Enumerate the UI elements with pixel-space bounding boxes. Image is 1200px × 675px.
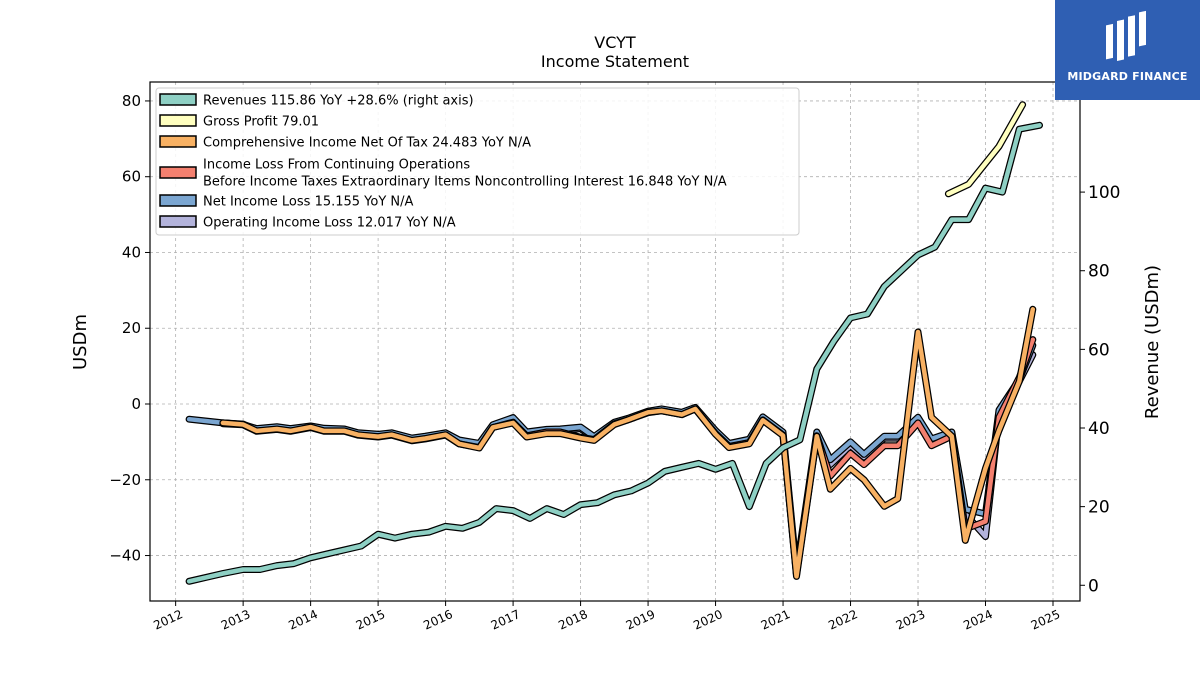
legend: Revenues 115.86 YoY +28.6% (right axis) G… (155, 87, 800, 236)
x-tick-label: 2016 (421, 607, 455, 633)
y-tick-label-left: 40 (122, 243, 141, 261)
y-tick-label-right: 20 (1088, 498, 1110, 518)
y-tick-label-right: 60 (1088, 340, 1110, 360)
x-tick-label: 2020 (691, 607, 725, 633)
legend-label-comp: Comprehensive Income Net Of Tax 24.483 Y… (203, 136, 531, 151)
series-line-comp (220, 307, 1036, 579)
x-tick-label: 2023 (894, 607, 928, 633)
y-tick-label-right: 0 (1088, 576, 1099, 596)
legend-swatch-net (159, 194, 197, 207)
y-tick-label-left: 80 (122, 92, 141, 110)
legend-label-net: Net Income Loss 15.155 YoY N/A (203, 195, 414, 210)
logo-text: MIDGARD FINANCE (1067, 70, 1188, 83)
x-tick-label: 2022 (826, 607, 860, 633)
legend-swatch-pretax (159, 166, 197, 179)
chart-subtitle: Income Statement (541, 52, 689, 71)
legend-swatch-op (159, 215, 197, 228)
legend-swatch-gp (159, 114, 197, 127)
y-tick-label-left: −40 (109, 547, 141, 565)
legend-swatch-comp (159, 135, 197, 148)
y-axis-right-label: Revenue (USDm) (1142, 265, 1163, 419)
series-line-rev (186, 123, 1042, 584)
legend-label-pretax: Before Income Taxes Extraordinary Items … (203, 175, 727, 190)
x-tick-label: 2018 (556, 607, 590, 633)
y-tick-label-right: 40 (1088, 419, 1110, 439)
y-tick-label-left: −20 (109, 471, 141, 489)
y-tick-label-left: 60 (122, 168, 141, 186)
x-tick-label: 2024 (961, 607, 995, 633)
legend-swatch-rev (159, 93, 197, 106)
x-axis: 2012 2013 2014 2015 2016 2017 2018 2019 2020 2021… (151, 601, 1062, 633)
legend-label-gp: Gross Profit 79.01 (203, 115, 319, 130)
legend-box (155, 87, 800, 236)
y-tick-label-right: 80 (1088, 262, 1110, 282)
y-axis-left-label: USDm (70, 314, 91, 370)
x-tick-label: 2014 (286, 607, 320, 633)
x-tick-label: 2012 (151, 607, 185, 633)
y-tick-label-left: 20 (122, 319, 141, 337)
x-tick-label: 2019 (624, 607, 658, 633)
series-outline-comp (219, 305, 1037, 580)
y-axis-right: 0 20 40 60 80 100 (1080, 183, 1120, 596)
midgard-finance-logo: MIDGARD FINANCE (1055, 0, 1200, 100)
midgard-logo-mark-icon (1106, 10, 1146, 62)
legend-label-op: Operating Income Loss 12.017 YoY N/A (203, 216, 456, 231)
legend-label-pretax: Income Loss From Continuing Operations (203, 158, 470, 173)
y-tick-label-right: 100 (1088, 183, 1120, 203)
series-line-gp (946, 102, 1025, 197)
chart-title: VCYT (594, 33, 636, 52)
y-axis-left: −40 −20 0 20 40 60 80 (109, 92, 150, 565)
x-tick-label: 2013 (219, 607, 253, 633)
y-tick-label-left: 0 (131, 395, 141, 413)
x-tick-label: 2021 (759, 607, 793, 633)
x-tick-label: 2025 (1029, 607, 1063, 633)
series-lines (185, 101, 1043, 585)
x-tick-label: 2015 (354, 607, 388, 633)
plot-frame (149, 81, 1081, 602)
x-tick-label: 2017 (489, 607, 523, 633)
legend-label-rev: Revenues 115.86 YoY +28.6% (right axis) (203, 94, 474, 109)
